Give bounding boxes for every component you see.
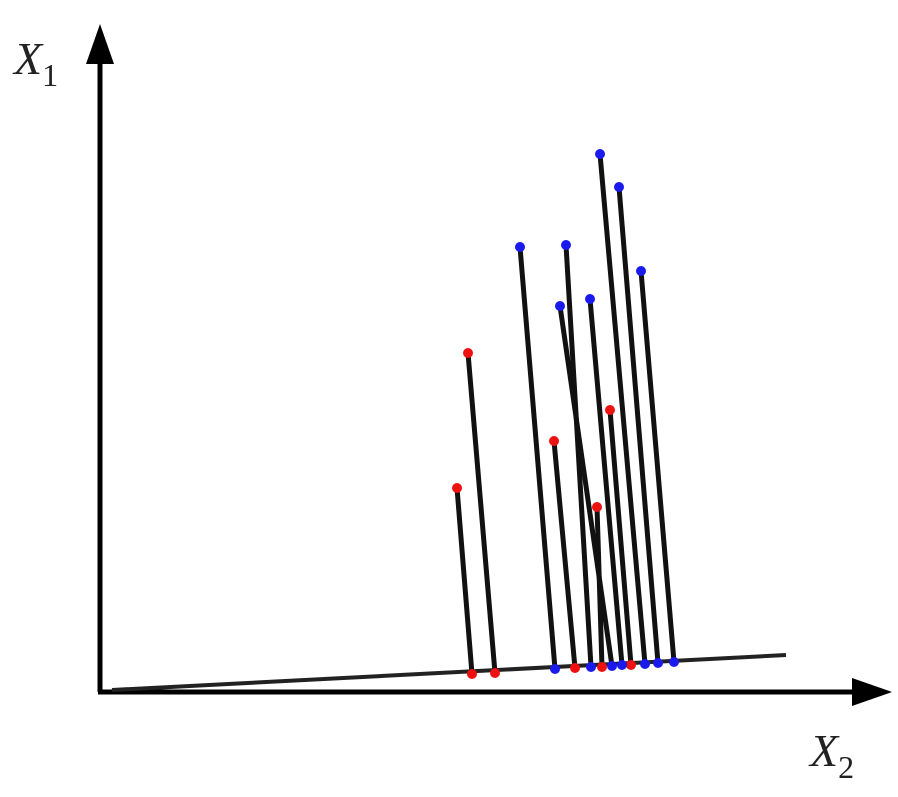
projected-point [586,662,596,672]
segment [616,184,661,666]
point [452,483,462,493]
projected-point [550,664,560,674]
segment [594,504,605,670]
segment [557,303,615,669]
projected-point [653,658,663,668]
projected-point [570,663,580,673]
point [585,294,595,304]
x-axis-arrow [852,678,892,706]
projected-point [669,657,679,667]
point [592,502,602,512]
x-axis-label-main: X [808,725,840,776]
red-points [452,348,636,679]
point [463,348,473,358]
projected-point [617,660,627,670]
x-axis-label: X2 [808,725,854,785]
segment [638,268,677,665]
point [636,266,646,276]
projected-point [640,659,650,669]
segment [563,242,594,670]
projected-point [490,668,500,678]
segment [587,296,625,668]
point [605,405,615,415]
y-axis-label-sub: 1 [42,57,58,93]
projected-point [626,660,636,670]
blue-points [515,149,679,674]
segment [597,151,648,667]
point [614,182,624,192]
point [549,436,559,446]
segment [517,244,558,672]
x-axis-label-sub: 2 [838,749,854,785]
y-axis-label: X1 [12,33,58,93]
projected-point [597,662,607,672]
segment [454,485,475,677]
segment [551,438,578,671]
point [595,149,605,159]
segment [465,350,498,676]
point [515,242,525,252]
y-axis-arrow [86,24,114,64]
segments [454,151,677,677]
segment [607,407,634,668]
point [555,301,565,311]
point [561,240,571,250]
y-axis-label-main: X [12,33,44,84]
projected-point [607,661,617,671]
projected-point [467,669,477,679]
projection-line [111,653,787,692]
